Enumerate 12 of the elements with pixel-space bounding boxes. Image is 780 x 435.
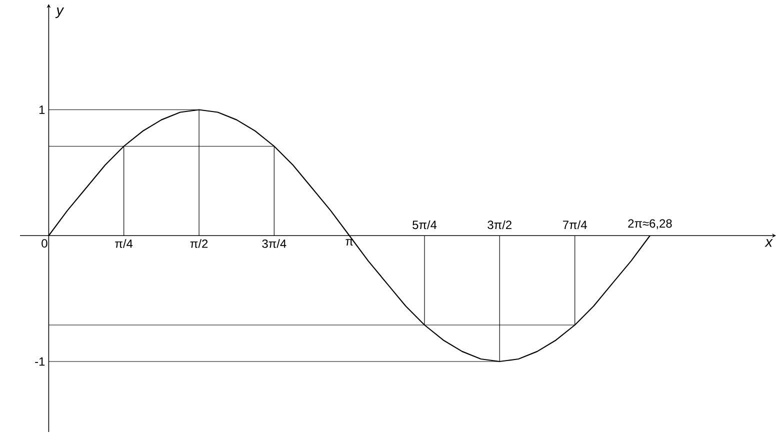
x2-tick-label: 2π≈6,28 [628, 219, 672, 230]
x-axis-title: x [764, 239, 773, 247]
x-tick-label: 0 [42, 239, 48, 248]
y-tick-label: 1 [39, 106, 45, 114]
x-tick-label: 3π/4 [262, 239, 286, 248]
x2-tick-label: 3π/2 [488, 220, 512, 230]
x2-tick-label: 5π/4 [412, 220, 437, 230]
y-axis-title: y [55, 8, 64, 18]
y-tick-label: -1 [35, 357, 45, 366]
x-tick-label: π/2 [190, 239, 208, 248]
x2-tick-label: 7π/4 [563, 220, 587, 230]
x-tick-label: π/4 [115, 239, 133, 248]
